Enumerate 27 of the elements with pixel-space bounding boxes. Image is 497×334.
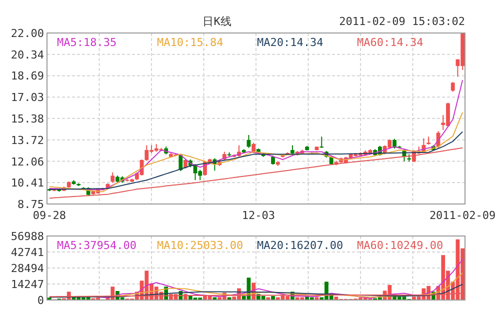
y-tick-label: 8.75 <box>18 198 44 211</box>
y-tick-label: 10.41 <box>10 176 44 190</box>
y-tick-label: 42741 <box>10 246 44 259</box>
y-tick-label: 20.34 <box>10 48 44 62</box>
y-tick-label: 56988 <box>10 230 44 243</box>
text: MA10:25033.00 <box>157 239 244 252</box>
y-tick-label: 15.38 <box>10 112 44 126</box>
y-tick-label: 22.00 <box>10 27 44 40</box>
text: MA20:16207.00 <box>257 239 344 252</box>
text: MA5:37954.00 <box>57 239 136 252</box>
x-tick-label: 2011-02-09 <box>429 209 496 222</box>
y-tick-label: 18.69 <box>10 70 44 83</box>
y-tick-label: 28494 <box>10 262 44 275</box>
y-tick-label: 13.72 <box>10 134 44 147</box>
x-tick-label: 09-28 <box>32 209 66 222</box>
text: MA20:14.34 <box>257 36 324 49</box>
chart-title: 日K线 <box>202 15 232 28</box>
text: MA60:10249.00 <box>357 239 444 252</box>
x-tick-label: 12-03 <box>242 209 275 222</box>
y-tick-label: 14247 <box>10 278 44 291</box>
y-tick-label: 17.03 <box>10 91 44 104</box>
y-tick-label: 12.06 <box>10 155 44 168</box>
text: MA60:14.34 <box>357 36 424 49</box>
text: MA5:18.35 <box>57 36 117 49</box>
text: MA10:15.84 <box>157 36 224 49</box>
text: 2011-02-09 15:03:02 <box>339 15 465 28</box>
y-tick-label: 0 <box>37 294 44 307</box>
